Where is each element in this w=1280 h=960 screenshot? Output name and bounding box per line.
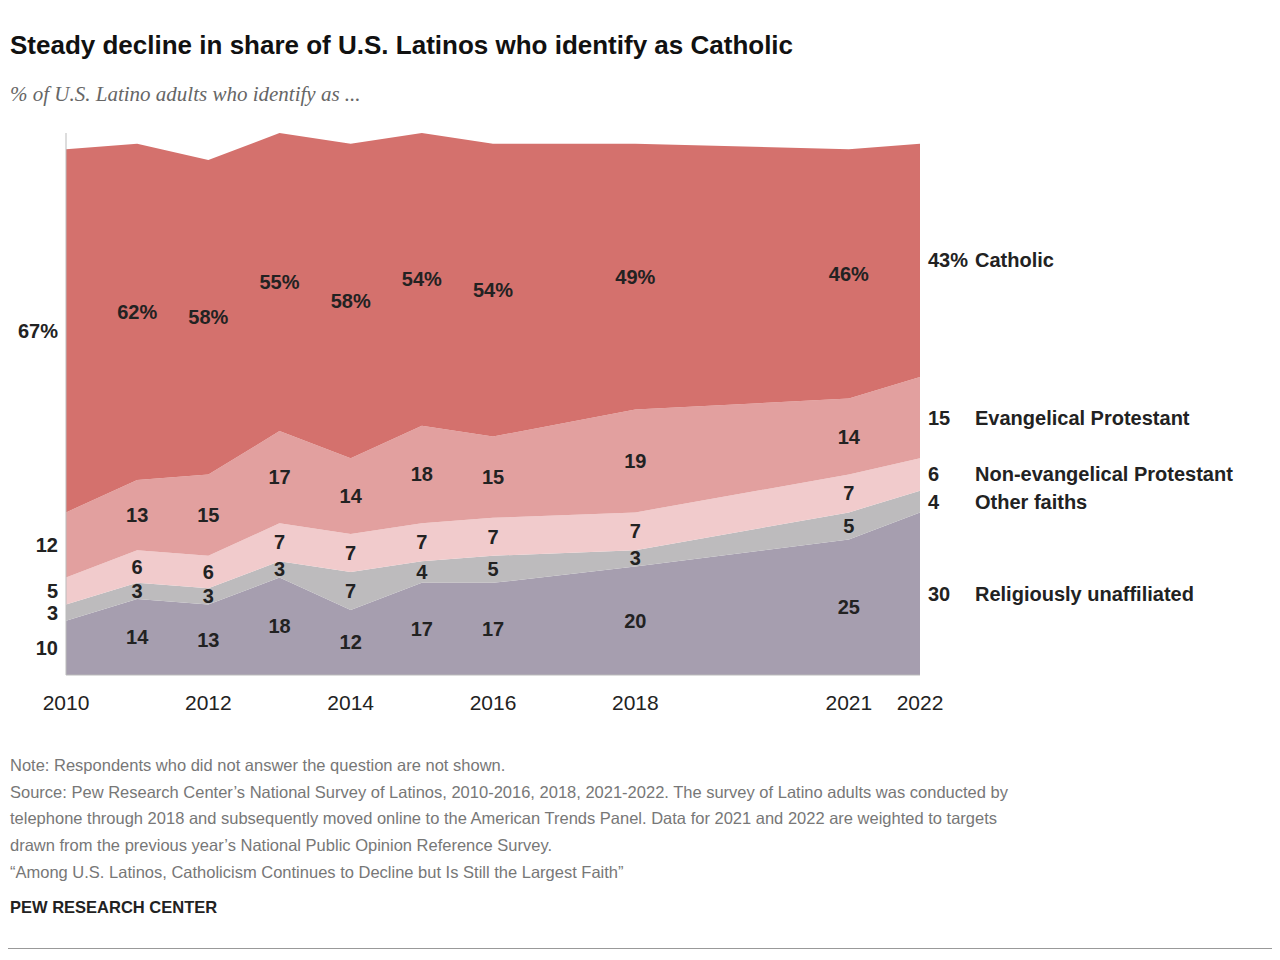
svg-text:2016: 2016 bbox=[470, 691, 517, 714]
svg-text:20: 20 bbox=[624, 610, 646, 632]
svg-text:6: 6 bbox=[203, 561, 214, 583]
svg-text:7: 7 bbox=[274, 531, 285, 553]
svg-text:13: 13 bbox=[197, 629, 219, 651]
svg-text:58%: 58% bbox=[331, 290, 371, 312]
svg-text:67%: 67% bbox=[18, 320, 58, 342]
svg-text:43%Catholic: 43%Catholic bbox=[928, 249, 1054, 271]
svg-text:54%: 54% bbox=[402, 268, 442, 290]
svg-text:12: 12 bbox=[340, 631, 362, 653]
html-text:“Among U.S. Latinos, Catholici: “Among U.S. Latinos, Catholicism Continu… bbox=[10, 862, 624, 881]
svg-text:17: 17 bbox=[268, 466, 290, 488]
svg-text:7: 7 bbox=[843, 482, 854, 504]
svg-text:2014: 2014 bbox=[327, 691, 374, 714]
svg-text:3: 3 bbox=[630, 547, 641, 569]
svg-text:5: 5 bbox=[487, 558, 498, 580]
svg-text:7: 7 bbox=[345, 542, 356, 564]
svg-text:2018: 2018 bbox=[612, 691, 659, 714]
html-text:PEW RESEARCH CENTER: PEW RESEARCH CENTER bbox=[10, 898, 218, 916]
svg-text:5: 5 bbox=[47, 580, 58, 602]
svg-text:2012: 2012 bbox=[185, 691, 232, 714]
svg-text:62%: 62% bbox=[117, 301, 157, 323]
svg-text:15Evangelical Protestant: 15Evangelical Protestant bbox=[928, 407, 1190, 429]
svg-text:30Religiously unaffiliated: 30Religiously unaffiliated bbox=[928, 583, 1194, 605]
svg-text:6Non-evangelical Protestant: 6Non-evangelical Protestant bbox=[928, 463, 1233, 485]
svg-text:55%: 55% bbox=[259, 271, 299, 293]
svg-text:5: 5 bbox=[843, 515, 854, 537]
svg-text:58%: 58% bbox=[188, 306, 228, 328]
svg-text:7: 7 bbox=[487, 526, 498, 548]
svg-text:13: 13 bbox=[126, 504, 148, 526]
svg-text:6: 6 bbox=[132, 556, 143, 578]
svg-text:54%: 54% bbox=[473, 279, 513, 301]
svg-text:14: 14 bbox=[126, 626, 149, 648]
svg-text:7: 7 bbox=[345, 580, 356, 602]
html-text:drawn from the previous year’s: drawn from the previous year’s National … bbox=[10, 836, 552, 855]
svg-text:14: 14 bbox=[838, 426, 861, 448]
html-text:Source: Pew Research Center’s: Source: Pew Research Center’s National S… bbox=[10, 782, 1008, 801]
svg-text:46%: 46% bbox=[829, 263, 869, 285]
svg-text:17: 17 bbox=[411, 618, 433, 640]
svg-text:7: 7 bbox=[416, 531, 427, 553]
svg-text:3: 3 bbox=[47, 602, 58, 624]
svg-text:3: 3 bbox=[203, 585, 214, 607]
svg-text:15: 15 bbox=[482, 466, 504, 488]
svg-text:18: 18 bbox=[411, 463, 433, 485]
svg-text:4: 4 bbox=[416, 561, 428, 583]
svg-text:3: 3 bbox=[274, 558, 285, 580]
svg-text:10: 10 bbox=[36, 637, 58, 659]
svg-text:19: 19 bbox=[624, 450, 646, 472]
svg-text:2021: 2021 bbox=[825, 691, 872, 714]
html-text:% of U.S. Latino adults who id: % of U.S. Latino adults who identify as … bbox=[10, 82, 361, 106]
svg-text:2010: 2010 bbox=[43, 691, 90, 714]
svg-text:4Other faiths: 4Other faiths bbox=[928, 491, 1087, 513]
svg-text:3: 3 bbox=[132, 580, 143, 602]
svg-text:15: 15 bbox=[197, 504, 219, 526]
svg-text:7: 7 bbox=[630, 520, 641, 542]
svg-text:12: 12 bbox=[36, 534, 58, 556]
svg-text:18: 18 bbox=[268, 615, 290, 637]
svg-text:2022: 2022 bbox=[897, 691, 944, 714]
svg-text:14: 14 bbox=[340, 485, 363, 507]
html-text:telephone through 2018 and sub: telephone through 2018 and subsequently … bbox=[10, 809, 997, 828]
html-text:Steady decline in share of U.S: Steady decline in share of U.S. Latinos … bbox=[10, 30, 793, 60]
svg-text:49%: 49% bbox=[615, 266, 655, 288]
svg-text:17: 17 bbox=[482, 618, 504, 640]
html-text:Note: Respondents who did not: Note: Respondents who did not answer the… bbox=[10, 756, 506, 774]
svg-text:25: 25 bbox=[838, 596, 860, 618]
